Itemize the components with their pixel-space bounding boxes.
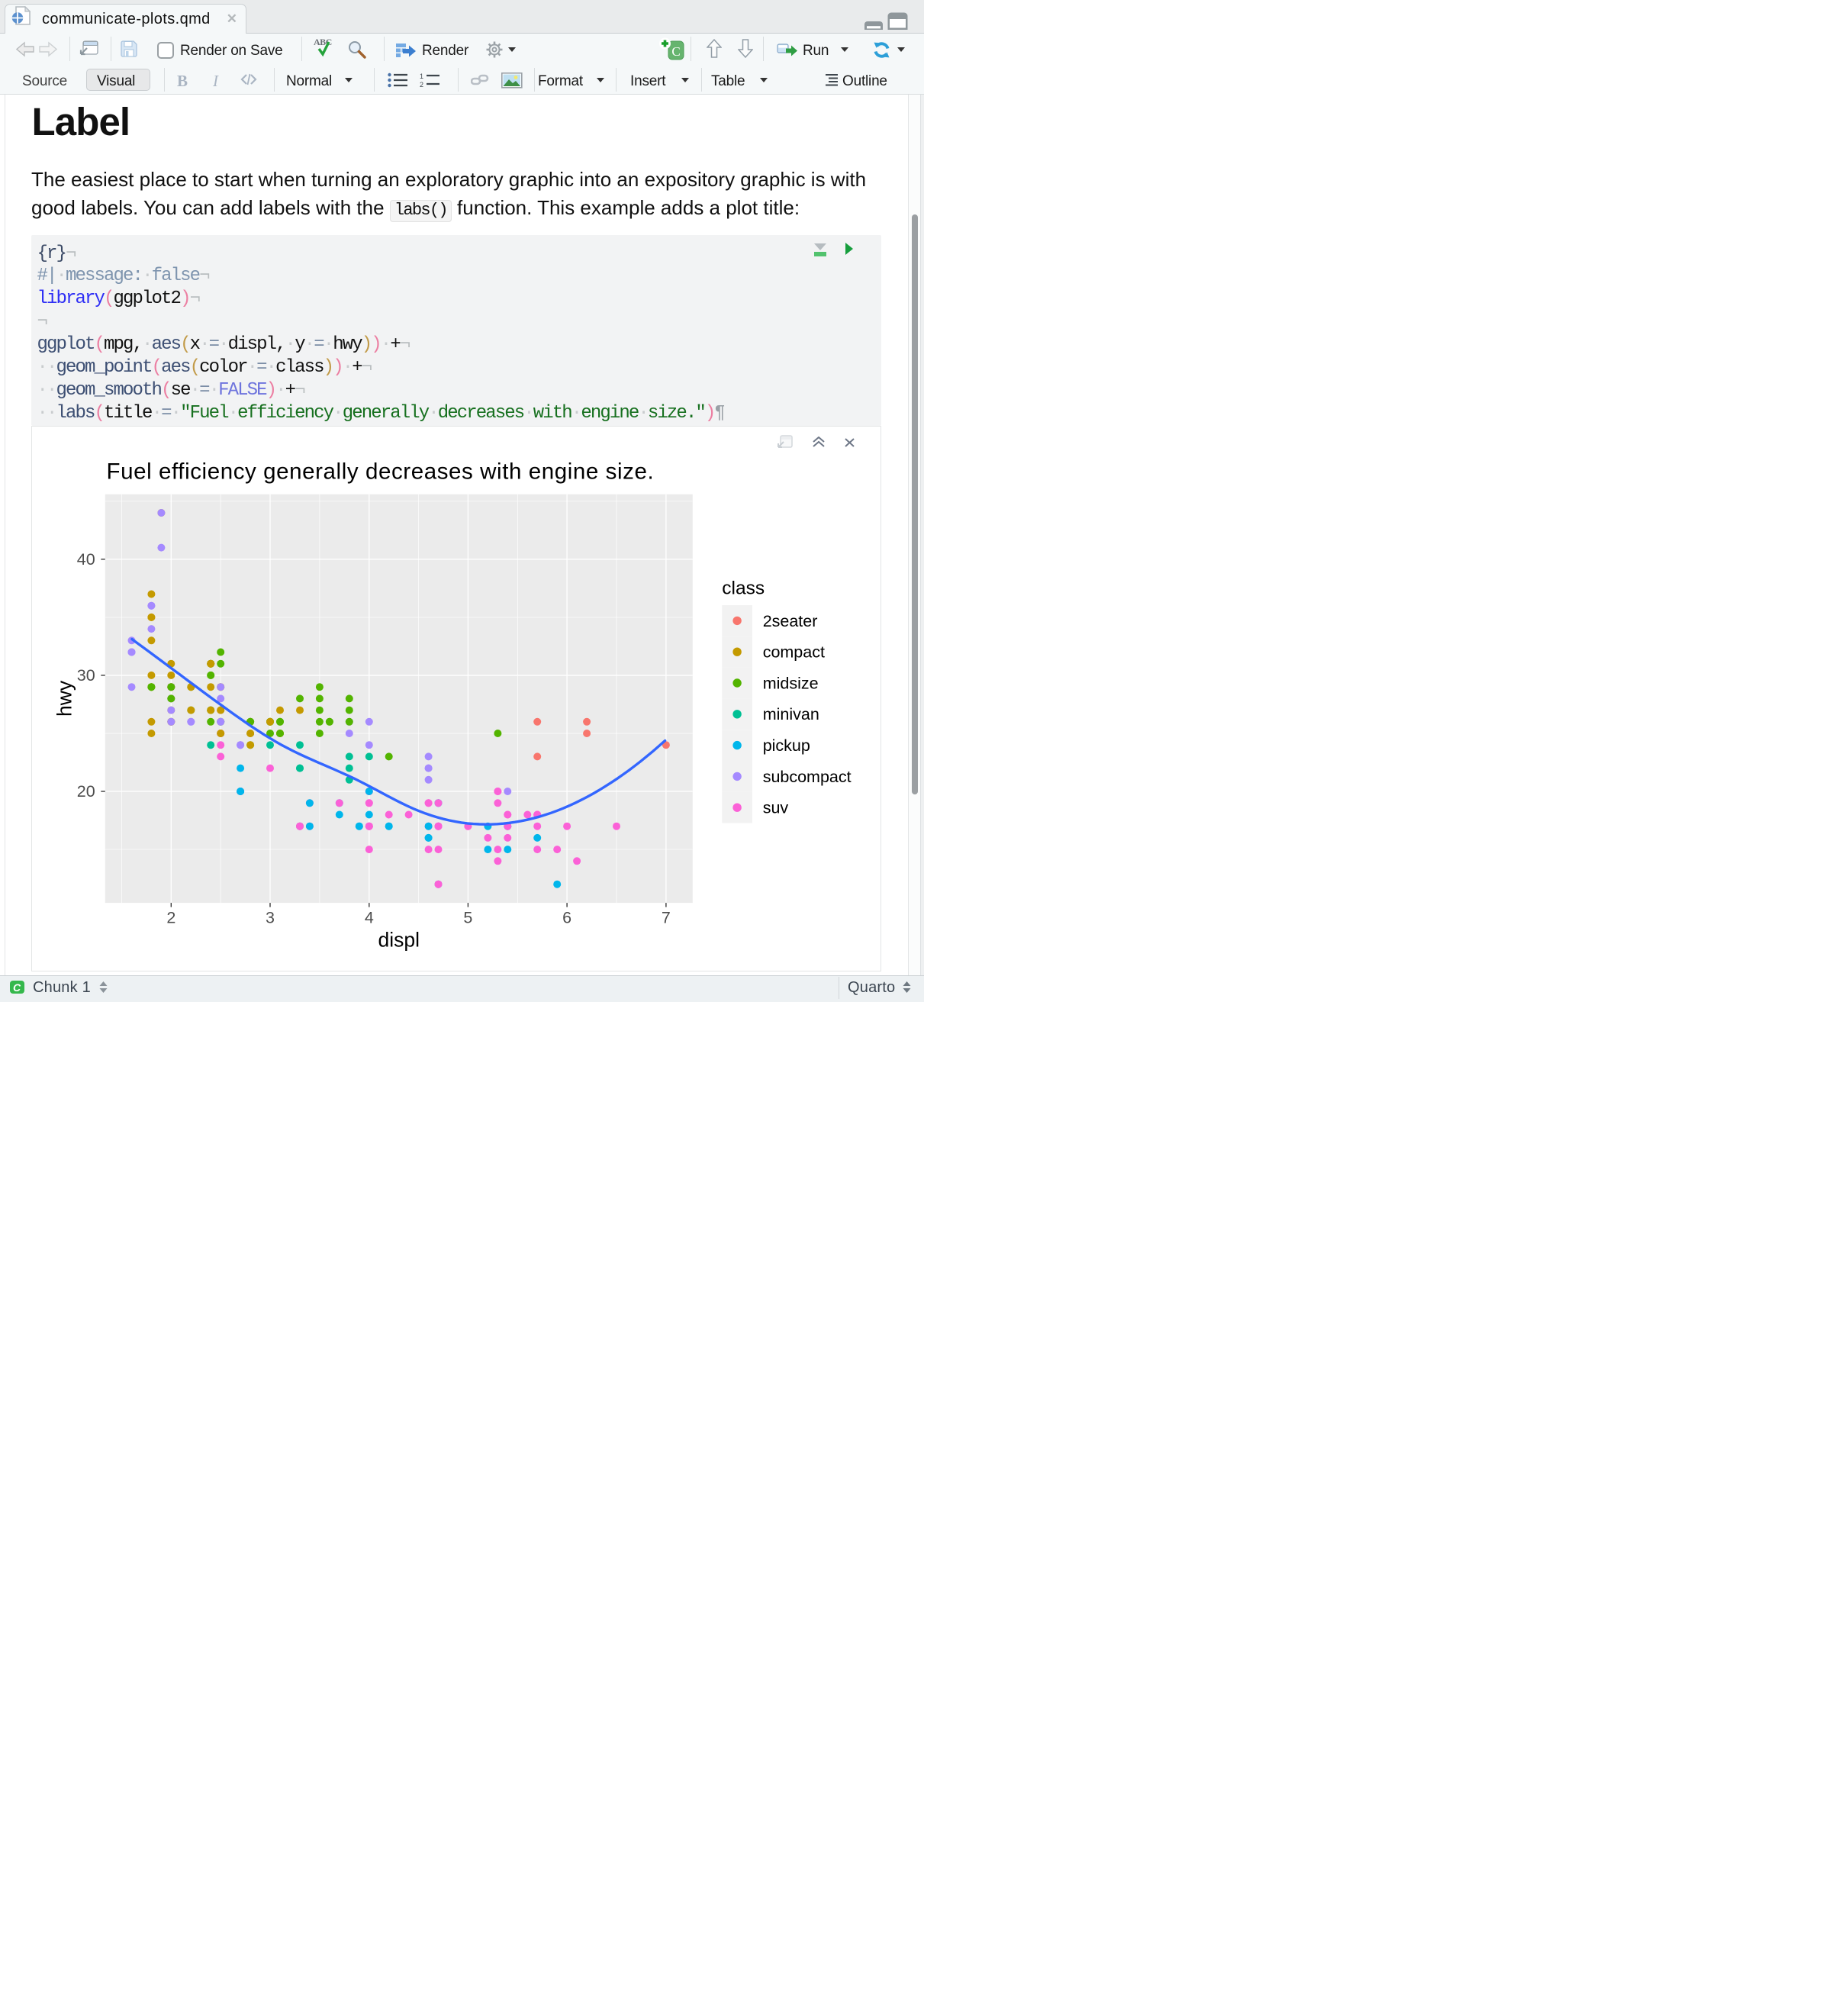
svg-text:2: 2 xyxy=(420,81,423,88)
svg-text:midsize: midsize xyxy=(763,674,819,692)
svg-text:Fuel efficiency generally decr: Fuel efficiency generally decreases with… xyxy=(107,459,655,485)
svg-text:hwy: hwy xyxy=(53,680,76,717)
svg-text:3: 3 xyxy=(266,909,275,927)
svg-text:pickup: pickup xyxy=(763,736,810,755)
svg-text:displ: displ xyxy=(378,929,420,952)
svg-text:C: C xyxy=(671,44,680,59)
svg-text:40: 40 xyxy=(77,550,95,569)
svg-text:7: 7 xyxy=(662,909,671,927)
svg-text:2seater: 2seater xyxy=(763,612,818,630)
svg-text:6: 6 xyxy=(562,909,571,927)
svg-text:suv: suv xyxy=(763,799,789,817)
svg-text:class: class xyxy=(722,578,765,599)
svg-text:5: 5 xyxy=(463,909,472,927)
svg-text:2: 2 xyxy=(166,909,175,927)
svg-text:4: 4 xyxy=(365,909,374,927)
svg-text:subcompact: subcompact xyxy=(763,768,852,786)
svg-text:minivan: minivan xyxy=(763,705,819,723)
svg-text:30: 30 xyxy=(77,666,95,685)
svg-text:1: 1 xyxy=(420,72,423,80)
svg-text:compact: compact xyxy=(763,643,825,662)
svg-text:20: 20 xyxy=(77,782,95,801)
